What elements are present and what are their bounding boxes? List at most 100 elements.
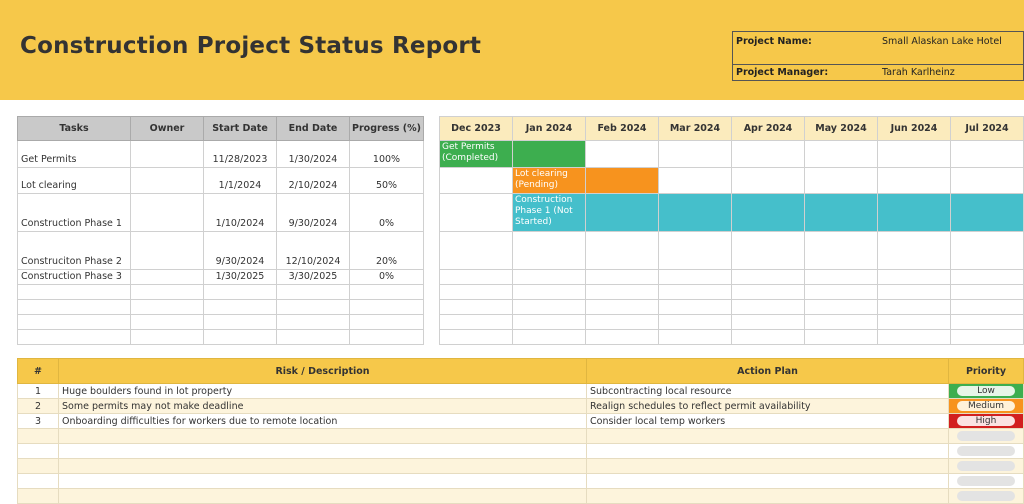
task-name-cell[interactable]: Lot clearing	[17, 167, 131, 194]
risk-number[interactable]: 3	[17, 413, 59, 429]
gantt-cell[interactable]	[877, 329, 951, 345]
empty-cell[interactable]	[130, 314, 204, 330]
empty-cell[interactable]	[203, 314, 277, 330]
priority-badge-empty[interactable]	[957, 491, 1015, 501]
gantt-bar-cell[interactable]	[731, 193, 805, 232]
task-end-cell[interactable]: 12/10/2024	[276, 231, 350, 270]
empty-cell[interactable]	[276, 329, 350, 345]
gantt-cell[interactable]	[731, 167, 805, 194]
empty-cell[interactable]	[58, 488, 587, 504]
empty-cell[interactable]	[17, 284, 131, 300]
gantt-cell[interactable]	[950, 231, 1024, 270]
gantt-cell[interactable]	[585, 269, 659, 285]
col-header-action-plan[interactable]: Action Plan	[586, 358, 949, 384]
priority-cell[interactable]	[948, 443, 1024, 459]
col-header-tasks[interactable]: Tasks	[17, 116, 131, 141]
gantt-cell[interactable]	[512, 329, 586, 345]
priority-cell[interactable]	[948, 473, 1024, 489]
task-end-cell[interactable]: 9/30/2024	[276, 193, 350, 232]
empty-cell[interactable]	[58, 473, 587, 489]
empty-cell[interactable]	[130, 284, 204, 300]
priority-cell[interactable]: Medium	[948, 398, 1024, 414]
task-progress-cell[interactable]: 0%	[349, 193, 424, 232]
gantt-cell[interactable]	[585, 314, 659, 330]
gantt-cell[interactable]	[512, 269, 586, 285]
empty-cell[interactable]	[17, 314, 131, 330]
month-header[interactable]: Mar 2024	[658, 116, 732, 141]
task-owner-cell[interactable]	[130, 193, 204, 232]
empty-cell[interactable]	[349, 284, 424, 300]
gantt-cell[interactable]	[804, 269, 878, 285]
gantt-cell[interactable]	[658, 231, 732, 270]
priority-cell[interactable]	[948, 488, 1024, 504]
gantt-cell[interactable]	[950, 167, 1024, 194]
gantt-cell[interactable]	[585, 231, 659, 270]
gantt-cell[interactable]	[731, 284, 805, 300]
task-owner-cell[interactable]	[130, 167, 204, 194]
empty-cell[interactable]	[130, 299, 204, 315]
empty-cell[interactable]	[17, 299, 131, 315]
priority-cell[interactable]: High	[948, 413, 1024, 429]
empty-cell[interactable]	[17, 443, 59, 459]
gantt-cell[interactable]	[585, 140, 659, 168]
gantt-cell[interactable]	[950, 299, 1024, 315]
gantt-bar-cell[interactable]	[585, 167, 659, 194]
project-manager-value[interactable]: Tarah Karlheinz	[882, 67, 955, 78]
task-progress-cell[interactable]: 100%	[349, 140, 424, 168]
priority-badge[interactable]: High	[957, 416, 1015, 426]
empty-cell[interactable]	[17, 473, 59, 489]
project-name-value[interactable]: Small Alaskan Lake Hotel	[882, 36, 1002, 47]
empty-cell[interactable]	[203, 284, 277, 300]
gantt-cell[interactable]	[804, 140, 878, 168]
gantt-cell[interactable]	[877, 269, 951, 285]
task-progress-cell[interactable]: 0%	[349, 269, 424, 285]
task-name-cell[interactable]: Construciton Phase 2	[17, 231, 131, 270]
gantt-cell[interactable]	[731, 269, 805, 285]
task-owner-cell[interactable]	[130, 269, 204, 285]
empty-cell[interactable]	[17, 428, 59, 444]
gantt-cell[interactable]	[658, 314, 732, 330]
gantt-cell[interactable]	[439, 329, 513, 345]
priority-badge-empty[interactable]	[957, 431, 1015, 441]
priority-badge-empty[interactable]	[957, 461, 1015, 471]
col-header-progress[interactable]: Progress (%)	[349, 116, 424, 141]
empty-cell[interactable]	[58, 428, 587, 444]
task-owner-cell[interactable]	[130, 140, 204, 168]
gantt-cell[interactable]	[439, 231, 513, 270]
empty-cell[interactable]	[203, 329, 277, 345]
gantt-cell[interactable]	[731, 299, 805, 315]
priority-badge-empty[interactable]	[957, 476, 1015, 486]
empty-cell[interactable]	[349, 314, 424, 330]
gantt-cell[interactable]	[804, 284, 878, 300]
gantt-cell[interactable]	[804, 167, 878, 194]
task-start-cell[interactable]: 1/30/2025	[203, 269, 277, 285]
month-header[interactable]: Apr 2024	[731, 116, 805, 141]
priority-cell[interactable]	[948, 428, 1024, 444]
gantt-cell[interactable]	[731, 140, 805, 168]
gantt-cell[interactable]	[950, 140, 1024, 168]
risk-description[interactable]: Huge boulders found in lot property	[58, 383, 587, 399]
risk-description[interactable]: Onboarding difficulties for workers due …	[58, 413, 587, 429]
task-name-cell[interactable]: Construction Phase 3	[17, 269, 131, 285]
col-header-start-date[interactable]: Start Date	[203, 116, 277, 141]
col-header-priority[interactable]: Priority	[948, 358, 1024, 384]
priority-badge[interactable]: Medium	[957, 401, 1015, 411]
col-header-number[interactable]: #	[17, 358, 59, 384]
empty-cell[interactable]	[586, 443, 949, 459]
gantt-cell[interactable]	[512, 284, 586, 300]
gantt-cell[interactable]	[585, 299, 659, 315]
gantt-cell[interactable]	[950, 314, 1024, 330]
empty-cell[interactable]	[276, 299, 350, 315]
col-header-risk[interactable]: Risk / Description	[58, 358, 587, 384]
gantt-bar-cell[interactable]	[585, 193, 659, 232]
gantt-cell[interactable]	[950, 284, 1024, 300]
empty-cell[interactable]	[276, 284, 350, 300]
gantt-cell[interactable]	[804, 231, 878, 270]
empty-cell[interactable]	[586, 488, 949, 504]
gantt-cell[interactable]	[512, 299, 586, 315]
priority-cell[interactable]	[948, 458, 1024, 474]
gantt-cell[interactable]	[585, 284, 659, 300]
gantt-cell[interactable]	[731, 314, 805, 330]
gantt-bar-cell[interactable]	[950, 193, 1024, 232]
gantt-cell[interactable]	[585, 329, 659, 345]
